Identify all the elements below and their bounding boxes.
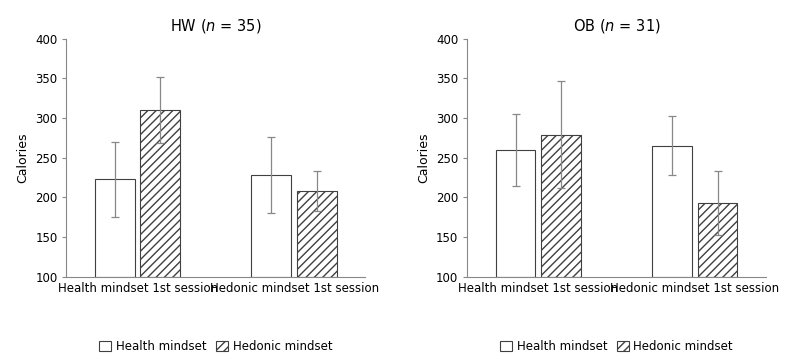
Bar bbox=[95, 179, 134, 277]
Bar bbox=[652, 146, 692, 277]
Legend: Health mindset, Hedonic mindset: Health mindset, Hedonic mindset bbox=[495, 335, 738, 355]
Bar bbox=[496, 150, 535, 277]
Bar bbox=[297, 191, 337, 277]
Bar bbox=[541, 135, 581, 277]
Y-axis label: Calories: Calories bbox=[418, 132, 430, 183]
Y-axis label: Calories: Calories bbox=[17, 132, 30, 183]
Title: OB ($\mathit{n}$ = 31): OB ($\mathit{n}$ = 31) bbox=[573, 17, 660, 35]
Bar bbox=[251, 175, 291, 277]
Bar bbox=[698, 203, 738, 277]
Bar bbox=[141, 110, 180, 277]
Legend: Health mindset, Hedonic mindset: Health mindset, Hedonic mindset bbox=[94, 335, 337, 355]
Title: HW ($\mathit{n}$ = 35): HW ($\mathit{n}$ = 35) bbox=[170, 17, 262, 35]
